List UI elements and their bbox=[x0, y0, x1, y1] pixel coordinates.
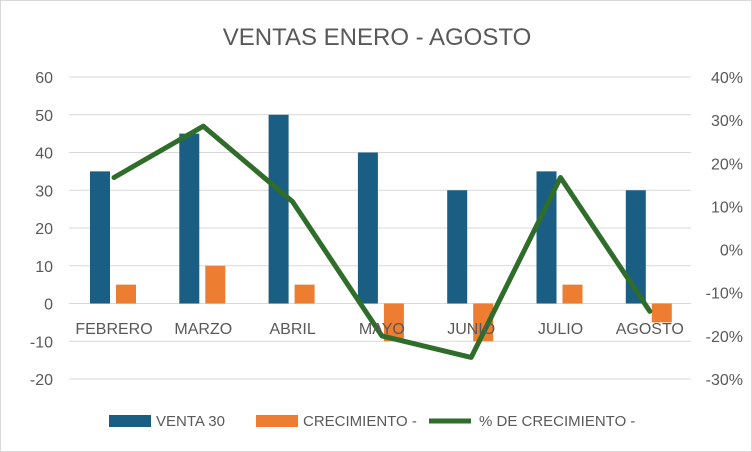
right-tick-label: 20% bbox=[711, 156, 743, 173]
category-label: ABRIL bbox=[269, 321, 315, 338]
right-tick-label: -30% bbox=[706, 372, 743, 389]
category-label: AGOSTO bbox=[616, 321, 684, 338]
legend-label: CRECIMIENTO - bbox=[303, 413, 417, 430]
left-tick-label: 40 bbox=[35, 146, 53, 163]
right-tick-label: -20% bbox=[706, 329, 743, 346]
legend-swatch bbox=[109, 415, 151, 427]
bars bbox=[90, 114, 672, 342]
right-tick-label: 0% bbox=[720, 243, 743, 260]
right-axis-ticks: 40% 30% 20% 10% 0% -10% -20% -30% bbox=[706, 70, 743, 389]
bar-crecimiento bbox=[562, 284, 583, 304]
gridlines bbox=[69, 76, 691, 380]
bar-crecimiento bbox=[205, 265, 226, 304]
bar-venta bbox=[536, 171, 557, 304]
left-tick-label: -10 bbox=[30, 334, 53, 351]
bar-venta bbox=[625, 190, 646, 304]
left-tick-label: -20 bbox=[30, 372, 53, 389]
category-labels: FEBRERO MARZO ABRIL MAYO JUNIO JULIO AGOSTO bbox=[75, 321, 684, 338]
bar-crecimiento bbox=[473, 303, 494, 342]
bar-venta bbox=[447, 190, 468, 304]
bar-crecimiento bbox=[116, 284, 136, 304]
left-tick-label: 30 bbox=[35, 183, 53, 200]
percent-line bbox=[111, 123, 653, 360]
right-tick-label: 40% bbox=[711, 70, 743, 87]
right-tick-label: 30% bbox=[711, 113, 743, 130]
legend-swatch bbox=[256, 415, 298, 427]
bar-venta bbox=[179, 133, 200, 304]
left-tick-label: 60 bbox=[35, 70, 53, 87]
bar-venta bbox=[357, 152, 378, 304]
left-tick-label: 20 bbox=[35, 221, 53, 238]
chart-title: VENTAS ENERO - AGOSTO bbox=[223, 24, 532, 51]
bar-crecimiento bbox=[294, 284, 315, 304]
bar-venta bbox=[268, 114, 289, 304]
category-label: FEBRERO bbox=[75, 321, 152, 338]
left-tick-label: 10 bbox=[35, 259, 53, 276]
right-tick-label: -10% bbox=[706, 286, 743, 303]
left-axis-ticks: 60 50 40 30 20 10 0 -10 -20 bbox=[30, 70, 53, 389]
left-tick-label: 0 bbox=[44, 297, 53, 314]
left-tick-label: 50 bbox=[35, 108, 53, 125]
legend-label: VENTA 30 bbox=[156, 413, 225, 430]
category-label: JULIO bbox=[538, 321, 583, 338]
category-label: MAYO bbox=[359, 321, 405, 338]
category-label: JUNIO bbox=[447, 321, 495, 338]
bar-crecimiento bbox=[651, 303, 672, 323]
legend: VENTA 30 CRECIMIENTO - % DE CRECIMIENTO - bbox=[109, 413, 635, 430]
legend-label: % DE CRECIMIENTO - bbox=[479, 413, 635, 430]
bar-crecimiento bbox=[383, 303, 404, 342]
bar-venta bbox=[90, 171, 110, 304]
category-label: MARZO bbox=[174, 321, 232, 338]
right-tick-label: 10% bbox=[711, 199, 743, 216]
